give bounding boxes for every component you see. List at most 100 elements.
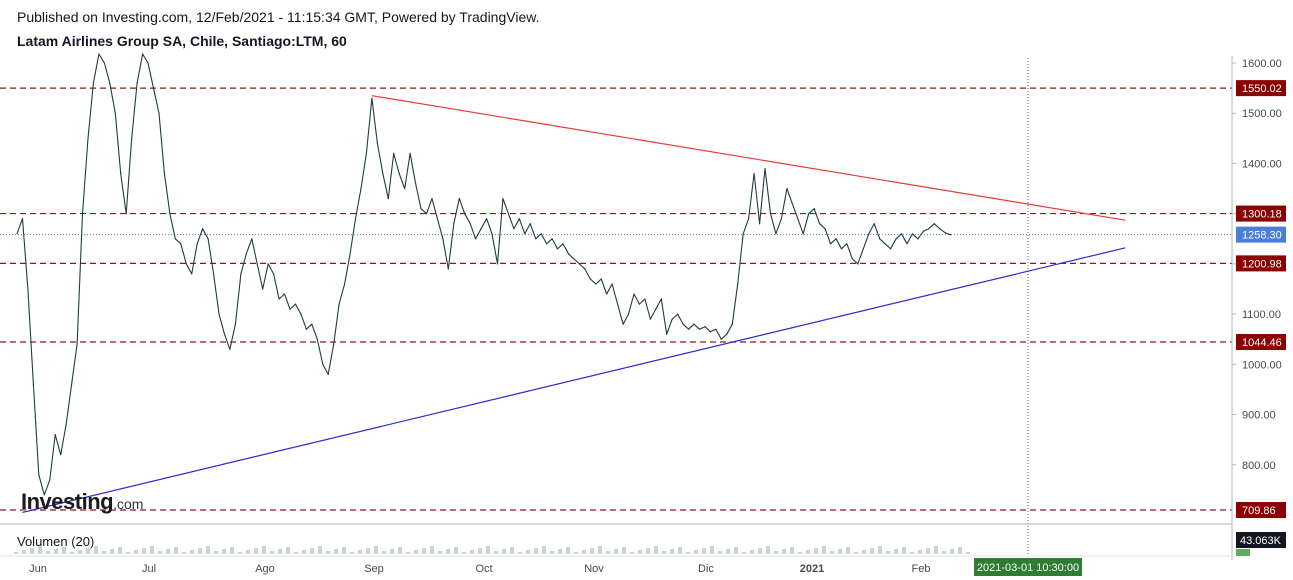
- price-point-61: [349, 253, 351, 255]
- level-badge-label-3: 1044.46: [1242, 337, 1282, 349]
- price-point-73: [415, 182, 417, 185]
- price-point-21: [131, 137, 133, 139]
- price-point-74: [420, 208, 422, 210]
- volume-bar-86: [702, 548, 706, 554]
- x-tick-label-5: Nov: [584, 563, 604, 575]
- volume-bar-68: [558, 549, 562, 554]
- x-tick-label-0: Jun: [29, 563, 47, 575]
- volume-bar-47: [390, 549, 394, 554]
- price-point-55: [316, 338, 318, 340]
- level-badge-4: [1236, 502, 1286, 519]
- volume-bar-76: [622, 547, 626, 554]
- price-point-60: [344, 283, 346, 285]
- price-point-147: [819, 223, 821, 225]
- price-point-6: [49, 479, 51, 481]
- x-tick-label-6: Dic: [698, 563, 714, 575]
- price-point-17: [109, 82, 111, 84]
- price-point-151: [840, 248, 843, 250]
- volume-bar-9: [86, 548, 90, 554]
- current-price-badge: [1236, 226, 1286, 243]
- price-point-150: [835, 238, 837, 240]
- price-point-14: [92, 82, 94, 84]
- volume-bar-26: [222, 549, 226, 554]
- price-point-164: [911, 233, 914, 235]
- price-point-59: [338, 303, 340, 305]
- price-point-22: [136, 82, 138, 84]
- volume-bar-77: [630, 552, 634, 554]
- price-point-169: [939, 228, 941, 230]
- price-point-116: [649, 318, 652, 320]
- price-point-7: [54, 434, 56, 436]
- volume-bar-119: [966, 552, 970, 554]
- volume-bar-48: [398, 547, 402, 554]
- volume-bar-62: [510, 547, 514, 554]
- volume-bar-2: [30, 548, 34, 554]
- volume-bar-46: [382, 551, 386, 554]
- volume-bar-60: [494, 551, 498, 554]
- volume-bar-74: [606, 551, 610, 554]
- price-point-48: [278, 298, 280, 300]
- price-point-154: [857, 263, 859, 265]
- price-point-168: [933, 223, 935, 225]
- volume-bar-92: [750, 550, 754, 554]
- volume-bar-82: [670, 549, 674, 554]
- price-point-88: [496, 263, 499, 265]
- volume-bar-61: [502, 549, 506, 554]
- price-point-130: [726, 333, 728, 335]
- volume-bar-83: [678, 547, 682, 554]
- price-point-5: [43, 494, 45, 496]
- volume-bar-39: [326, 551, 330, 554]
- price-point-119: [666, 333, 668, 335]
- volume-bar-32: [270, 551, 274, 554]
- instrument-title: Latam Airlines Group SA, Chile, Santiago…: [17, 33, 347, 49]
- volume-bar-114: [926, 548, 930, 554]
- volume-bar-16: [142, 548, 146, 554]
- price-point-122: [682, 323, 684, 325]
- price-point-79: [447, 268, 449, 270]
- price-point-65: [371, 97, 373, 99]
- level-badge-label-2: 1200.98: [1242, 258, 1282, 270]
- volume-bar-44: [366, 548, 370, 554]
- volume-bar-94: [766, 546, 770, 554]
- price-point-4: [38, 474, 40, 476]
- volume-bar-25: [214, 551, 218, 554]
- volume-bar-50: [414, 550, 418, 554]
- price-point-70: [398, 172, 400, 175]
- level-badge-label-4: 709.86: [1242, 505, 1276, 517]
- volume-bar-53: [438, 551, 442, 554]
- price-point-113: [633, 293, 635, 295]
- volume-bar-15: [134, 550, 138, 554]
- price-point-33: [196, 243, 198, 245]
- price-point-0: [16, 233, 18, 235]
- price-point-97: [546, 243, 548, 245]
- level-badge-label-0: 1550.02: [1242, 83, 1282, 95]
- support-trendline: [22, 247, 1126, 514]
- volume-bar-89: [726, 549, 730, 554]
- volume-bar-100: [814, 548, 818, 554]
- volume-bar-33: [278, 549, 282, 554]
- volume-marker: [1236, 549, 1250, 556]
- x-tick-label-2: Ago: [255, 563, 275, 575]
- volume-bar-37: [310, 548, 314, 554]
- volume-bar-51: [422, 548, 426, 554]
- volume-bar-34: [286, 547, 290, 554]
- volume-bar-106: [862, 550, 866, 554]
- price-point-108: [606, 293, 608, 295]
- volume-bar-104: [846, 547, 850, 554]
- level-badge-0: [1236, 80, 1286, 97]
- volume-bar-97: [790, 547, 794, 554]
- price-point-127: [709, 331, 712, 333]
- price-point-134: [748, 218, 750, 220]
- price-point-30: [180, 243, 182, 245]
- volume-bar-99: [806, 550, 810, 554]
- price-point-18: [114, 112, 116, 114]
- price-point-43: [251, 238, 253, 240]
- level-badge-label-1: 1300.18: [1242, 209, 1282, 221]
- price-point-9: [65, 424, 67, 426]
- volume-value-label: 43.063K: [1240, 535, 1282, 547]
- volume-bar-117: [950, 549, 954, 554]
- price-point-2: [27, 288, 29, 290]
- price-point-170: [944, 232, 946, 234]
- price-point-29: [174, 238, 176, 240]
